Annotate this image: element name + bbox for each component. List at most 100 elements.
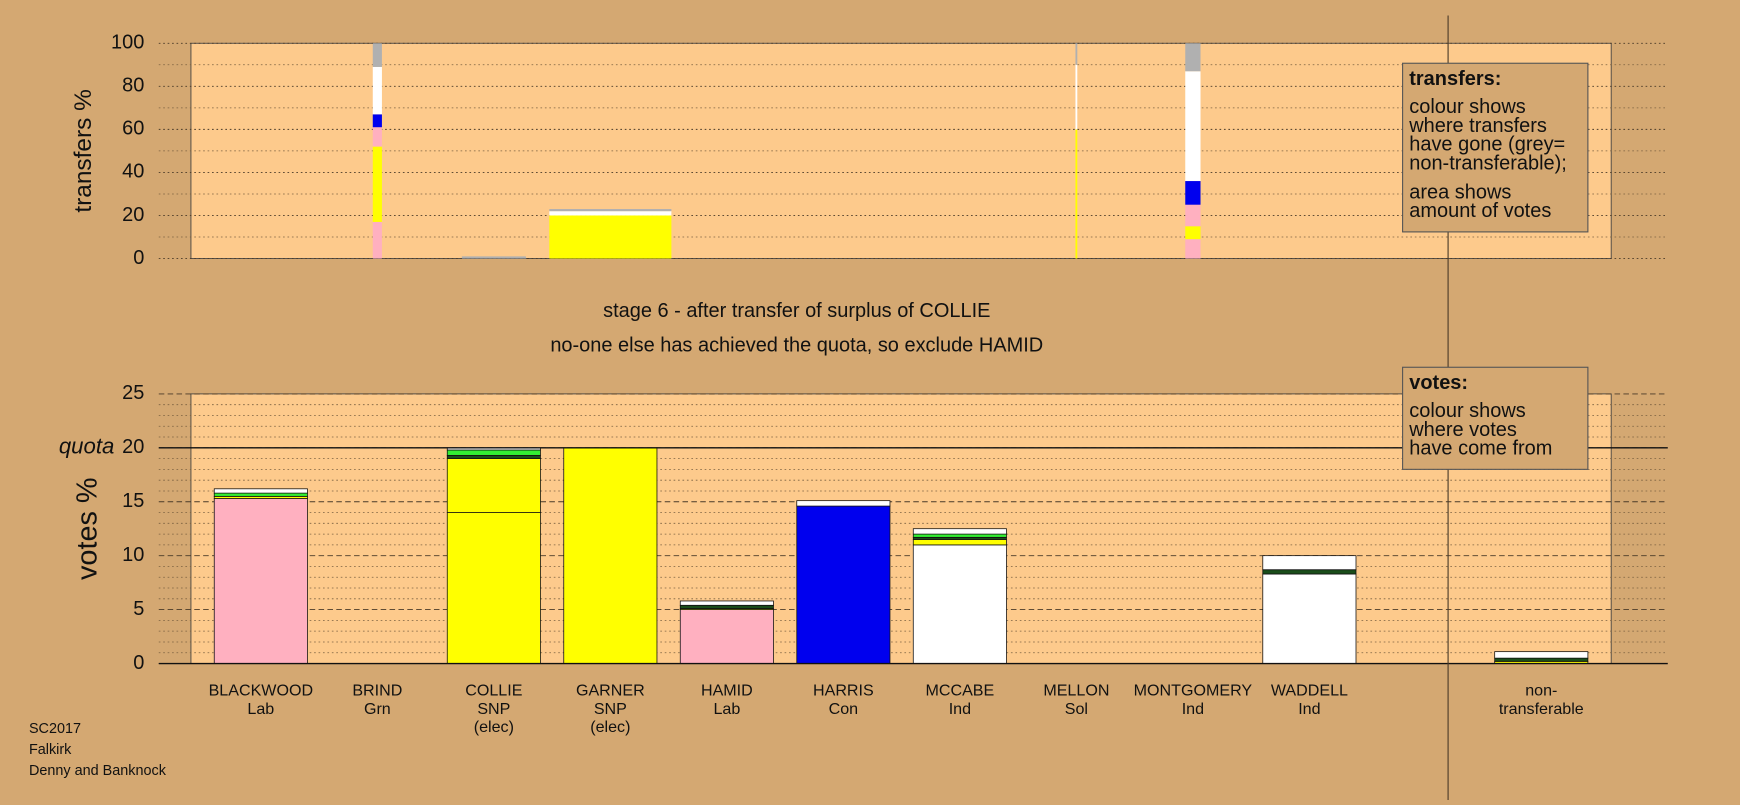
category-label: Lab: [247, 700, 274, 718]
y-tick-label: 20: [122, 436, 144, 458]
stage-caption: no-one else has achieved the quota, so e…: [550, 334, 1043, 356]
footer-text: Falkirk: [29, 742, 72, 758]
footer-text: Denny and Banknock: [29, 763, 167, 779]
category-label: (elec): [590, 718, 630, 736]
transfer-segment: [1075, 64, 1078, 130]
category-label: WADDELL: [1271, 682, 1348, 700]
vote-segment: [796, 505, 891, 664]
transfer-segment: [1185, 43, 1201, 72]
category-label: MCCABE: [925, 682, 994, 700]
y-tick-label: 100: [111, 32, 144, 54]
legend-box: [1402, 62, 1589, 233]
y-tick-label: 20: [122, 204, 144, 226]
vote-segment: [1494, 657, 1589, 662]
y-tick-label: 40: [122, 161, 144, 183]
legend-text: have gone (grey=: [1409, 134, 1565, 156]
legend-text: colour shows: [1409, 96, 1526, 118]
y-tick-label: 60: [122, 118, 144, 140]
y-tick-label: 0: [133, 652, 144, 674]
vote-segment: [1262, 573, 1357, 664]
category-label: HAMID: [701, 682, 753, 700]
transfer-segment: [372, 146, 382, 222]
category-label: SNP: [594, 700, 627, 718]
transfer-segment: [372, 43, 382, 67]
category-label: Lab: [713, 700, 740, 718]
transfer-segment: [549, 211, 672, 216]
category-label: Ind: [1298, 700, 1320, 718]
transfer-segment: [1075, 43, 1078, 65]
legend-text: area shows: [1409, 181, 1511, 203]
quota-label: quota: [59, 434, 115, 459]
vote-segment: [1494, 651, 1589, 659]
y-tick-label: 80: [122, 75, 144, 97]
category-label: non-: [1525, 682, 1557, 700]
vote-segment: [1262, 555, 1357, 571]
legend-title: votes:: [1409, 372, 1468, 394]
vote-segment: [912, 533, 1007, 538]
y-tick-label: 10: [122, 544, 144, 566]
vote-segment: [213, 498, 308, 664]
transfer-segment: [372, 114, 382, 128]
vote-segment: [679, 604, 774, 609]
category-label: MONTGOMERY: [1134, 682, 1253, 700]
category-label: Ind: [1182, 700, 1204, 718]
legend-text: where votes: [1408, 419, 1517, 441]
legend-text: colour shows: [1409, 400, 1526, 422]
category-label: HARRIS: [813, 682, 874, 700]
vote-segment: [796, 500, 891, 507]
vote-segment: [679, 609, 774, 664]
votes-panel: [190, 393, 1612, 664]
vote-segment: [912, 528, 1007, 535]
category-label: Sol: [1065, 700, 1088, 718]
y-axis-label: transfers %: [70, 89, 97, 212]
transfer-segment: [372, 127, 382, 147]
category-label: Grn: [364, 700, 391, 718]
vote-segment: [912, 539, 1007, 546]
transfer-segment: [1185, 181, 1201, 205]
vote-segment: [446, 449, 541, 456]
y-tick-label: 25: [122, 382, 144, 404]
stage-caption: stage 6 - after transfer of surplus of C…: [603, 300, 990, 322]
transfer-segment: [1185, 204, 1201, 227]
transfer-segment: [549, 209, 672, 212]
transfer-segment: [372, 221, 382, 259]
y-tick-label: 15: [122, 490, 144, 512]
vote-segment: [912, 544, 1007, 664]
vote-segment: [213, 492, 308, 497]
transfer-segment: [1185, 239, 1201, 259]
legend-text: non-transferable);: [1409, 152, 1567, 174]
transfer-segment: [1185, 226, 1201, 240]
legend-box: [1402, 366, 1589, 470]
category-label: MELLON: [1043, 682, 1109, 700]
transfer-segment: [1075, 129, 1078, 259]
legend-text: have come from: [1409, 438, 1552, 460]
vote-segment: [1262, 569, 1357, 575]
transfer-segment: [461, 256, 526, 259]
y-axis-label: votes %: [71, 477, 103, 580]
legend-text: amount of votes: [1409, 200, 1551, 222]
transfer-segment: [1185, 71, 1201, 182]
category-label: BLACKWOOD: [209, 682, 314, 700]
y-tick-label: 5: [133, 598, 144, 620]
category-label: GARNER: [576, 682, 645, 700]
vote-segment: [213, 488, 308, 494]
legend-text: where transfers: [1408, 115, 1547, 137]
category-label: COLLIE: [465, 682, 522, 700]
category-label: SNP: [477, 700, 510, 718]
category-label: (elec): [474, 718, 514, 736]
vote-segment: [563, 447, 658, 664]
transfer-segment: [549, 215, 672, 259]
category-label: BRIND: [352, 682, 402, 700]
y-tick-label: 0: [133, 247, 144, 269]
footer-text: SC2017: [29, 721, 81, 737]
vote-segment: [446, 512, 541, 664]
category-label: Con: [829, 700, 859, 718]
category-label: transferable: [1499, 700, 1584, 718]
category-label: Ind: [949, 700, 971, 718]
vote-segment: [446, 458, 541, 513]
vote-segment: [446, 454, 541, 459]
legend-title: transfers:: [1409, 68, 1501, 90]
vote-segment: [679, 600, 774, 606]
